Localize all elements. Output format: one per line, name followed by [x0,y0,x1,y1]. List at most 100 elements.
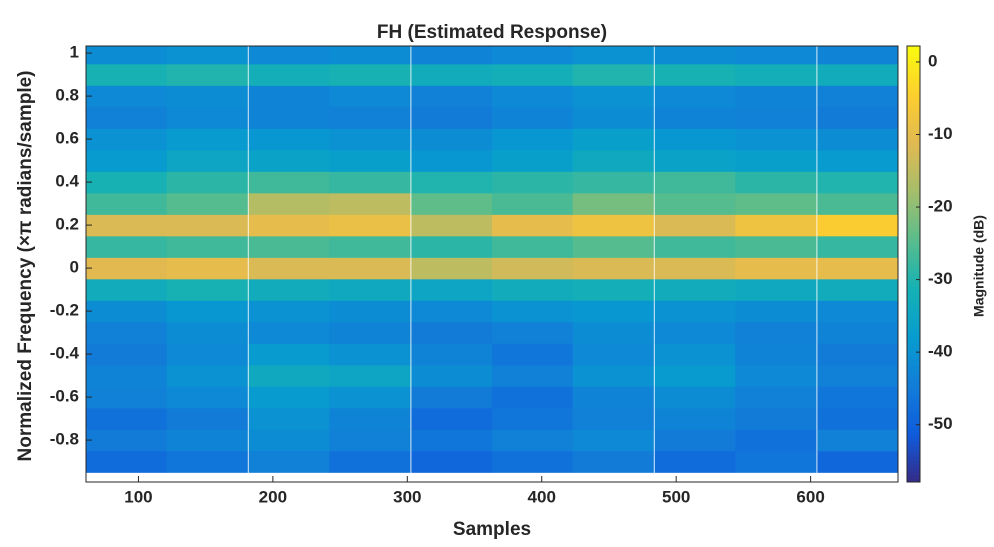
heatmap-cell [735,278,817,301]
heatmap-cell [654,407,736,430]
heatmap-cell [492,235,574,258]
colorbar-swatch [907,362,920,367]
heatmap-cell [86,149,168,172]
heatmap-cell [817,364,898,387]
heatmap-cell [817,450,898,473]
y-axis-label: Normalized Frequency (×π radians/sample) [15,71,36,462]
heatmap-cell [411,407,493,430]
heatmap-cell [411,235,493,258]
colorbar-swatch [907,198,920,203]
heatmap-cell [572,63,654,86]
heatmap-cell [248,63,330,86]
heatmap-cell [572,214,654,237]
colorbar-tick-label: -40 [928,342,953,361]
heatmap-cell [329,214,411,237]
colorbar-swatch [907,296,920,301]
heatmap-cell [86,171,168,194]
heatmap-cell [492,321,574,344]
heatmap-cell [735,386,817,409]
heatmap-cell [166,386,248,409]
colorbar-swatch [907,78,920,83]
heatmap-cell [572,450,654,473]
heatmap-cell [817,300,898,323]
y-tick-label: 0.2 [55,215,79,234]
heatmap-cell [248,321,330,344]
heatmap-cell [166,450,248,473]
heatmap-cell [329,235,411,258]
colorbar-swatch [907,347,920,352]
heatmap-cell [86,407,168,430]
colorbar-swatch [907,144,920,149]
heatmap-cell [86,128,168,151]
heatmap-cell [735,257,817,280]
colorbar-swatch [907,176,920,181]
heatmap-cell [166,321,248,344]
colorbar-swatch [907,405,920,410]
colorbar-swatch [907,133,920,138]
heatmap-cell [166,235,248,258]
heatmap-cell [817,321,898,344]
colorbar-tick-label: -20 [928,197,953,216]
x-tick-label: 600 [796,487,824,506]
colorbar-swatch [907,194,920,200]
colorbar-tick-label: -50 [928,414,953,433]
heatmap-cell [654,235,736,258]
colorbar-swatch [907,253,920,258]
colorbar-swatch [907,285,920,290]
heatmap-cell [248,214,330,237]
colorbar-swatch [907,125,920,131]
heatmap-cell [492,450,574,473]
colorbar-swatch [907,409,920,414]
colorbar-swatch [907,238,920,243]
heatmap-cell [654,149,736,172]
heatmap-cell [248,300,330,323]
colorbar-swatch [907,122,920,127]
colorbar-swatch [907,423,920,428]
colorbar-swatch [907,456,920,461]
heatmap-cell [411,257,493,280]
colorbar-swatch [907,416,920,421]
heatmap-cell [329,300,411,323]
colorbar-swatch [907,402,920,407]
heatmap-cell [654,386,736,409]
heatmap-cell [248,450,330,473]
colorbar-swatch [907,136,920,141]
heatmap-cell [492,364,574,387]
heatmap-cell [817,106,898,129]
heatmap-cell [248,407,330,430]
colorbar-swatch [907,442,920,447]
heatmap-cell [654,171,736,194]
heatmap-cell [735,300,817,323]
heatmap-cell [735,85,817,108]
y-tick-label: 0.4 [55,172,79,191]
colorbar-tick-label: -10 [928,124,953,143]
heatmap-cell [817,429,898,452]
heatmap-cell [86,450,168,473]
heatmap-cell [86,63,168,86]
heatmap-cell [248,429,330,452]
heatmap-cell [166,63,248,86]
colorbar-swatch [907,329,920,334]
heatmap-cell [492,192,574,215]
heatmap-cell [654,63,736,86]
colorbar-swatch [907,234,920,240]
heatmap-cell [817,128,898,151]
colorbar-swatch [907,187,920,192]
heatmap-cell [817,46,898,65]
heatmap-cell [572,128,654,151]
x-tick-label: 200 [259,487,287,506]
colorbar-swatch [907,67,920,72]
heatmap-cell [572,149,654,172]
heatmap-cell [411,364,493,387]
x-tick-label: 400 [528,487,556,506]
heatmap-cell [329,321,411,344]
heatmap-cell [492,63,574,86]
colorbar-swatch [907,264,920,269]
colorbar-swatch [907,107,920,112]
heatmap-cell [411,192,493,215]
colorbar-swatch [907,202,920,207]
heatmap-cell [411,429,493,452]
colorbar-swatch [907,398,920,403]
heatmap-cell [735,149,817,172]
heatmap-cell [411,85,493,108]
